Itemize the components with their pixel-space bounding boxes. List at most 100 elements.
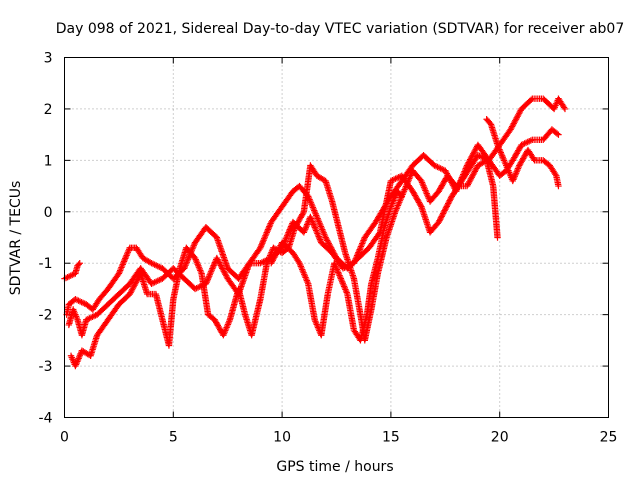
series-track-5: [268, 188, 405, 344]
data-point-run: [335, 225, 348, 255]
data-point-run: [383, 210, 398, 240]
data-point-run: [170, 266, 183, 301]
data-point: [398, 193, 405, 200]
data-point-run: [106, 292, 121, 307]
data-point-run: [198, 271, 212, 317]
data-point-run: [351, 277, 364, 317]
plot-frame: [64, 57, 609, 418]
data-point-run: [476, 158, 489, 168]
y-tick-label: -3: [39, 359, 53, 375]
data-point-run: [214, 235, 231, 271]
data-point-run: [220, 318, 233, 337]
data-point-run: [510, 163, 522, 183]
data-point-run: [257, 220, 274, 250]
data-point-run: [550, 127, 561, 137]
data-point: [561, 105, 569, 113]
data-point-run: [319, 240, 335, 255]
data-point-run: [556, 96, 568, 111]
grid: [64, 57, 609, 418]
data-point-run: [290, 251, 302, 265]
data-point-run: [432, 163, 447, 174]
data-point: [555, 182, 562, 190]
data-point-run: [410, 168, 424, 183]
data-point-run: [338, 276, 350, 296]
data-point-run: [269, 204, 285, 224]
data-point-run: [351, 235, 368, 265]
x-tick-label: 5: [169, 430, 178, 446]
data-point-run: [285, 225, 298, 250]
y-tick-label: -2: [39, 308, 53, 324]
data-point: [555, 131, 562, 138]
data-point-run: [344, 292, 357, 332]
data-point-run: [368, 256, 381, 286]
data-point: [435, 218, 442, 226]
data-point-run: [264, 246, 276, 265]
data-point-run: [427, 189, 441, 204]
data-point-run: [138, 266, 154, 286]
data-point-run: [464, 143, 481, 168]
data-point: [307, 213, 314, 221]
data-point-run: [395, 189, 404, 199]
data-point-run: [389, 173, 404, 184]
data-point-run: [75, 261, 82, 268]
x-tick-label: 25: [600, 430, 618, 446]
data-point-run: [366, 230, 383, 250]
x-tick-label: 0: [60, 430, 69, 446]
data-point-run: [257, 261, 270, 301]
data-point-run: [427, 220, 441, 235]
series-track-6: [483, 116, 562, 190]
data-point-run: [464, 163, 481, 188]
data-point-run: [357, 313, 370, 342]
data-point-run: [128, 244, 138, 251]
data-point-run: [116, 246, 133, 276]
data-point-run: [307, 215, 324, 245]
data-point-run: [70, 308, 81, 322]
data-point-run: [547, 163, 559, 178]
data-point-run: [501, 158, 511, 173]
data-point-run: [192, 256, 205, 276]
data-point-run: [510, 143, 524, 163]
data-point-run: [421, 153, 437, 168]
data-point-run: [329, 251, 346, 271]
data-point-run: [418, 179, 433, 204]
data-point-run: [525, 148, 537, 163]
data-point-run: [363, 282, 375, 317]
data-point-run: [149, 276, 165, 287]
data-point-run: [308, 163, 320, 178]
data-point-run: [165, 297, 177, 348]
data-point-run: [95, 302, 111, 317]
data-point-run: [97, 287, 111, 302]
chart-title: Day 098 of 2021, Sidereal Day-to-day VTE…: [56, 21, 625, 37]
data-point-run: [519, 96, 535, 111]
data-point-run: [214, 256, 231, 281]
data-point-run: [127, 266, 143, 286]
data-point-run: [300, 163, 314, 214]
data-point: [494, 234, 501, 241]
x-tick-label: 15: [382, 430, 400, 446]
data-point-run: [72, 348, 85, 368]
data-point: [257, 244, 264, 251]
data-point-run: [362, 220, 378, 240]
y-tick-label: 0: [44, 205, 53, 221]
y-tick-label: 1: [44, 153, 53, 169]
x-tick-label: 10: [273, 430, 291, 446]
data-point-run: [488, 122, 501, 147]
data-point-run: [516, 148, 531, 168]
data-point: [350, 260, 358, 267]
data-point: [115, 270, 123, 277]
data-point-run: [73, 296, 88, 307]
y-tick-label: -1: [39, 256, 53, 272]
data-point-run: [84, 312, 99, 323]
y-axis-label: SDTVAR / TECUs: [8, 181, 24, 296]
data-point-run: [541, 158, 552, 168]
data-point-run: [105, 271, 122, 291]
data-point-run: [484, 117, 494, 127]
data-point-run: [410, 189, 424, 209]
data-point-run: [153, 292, 166, 322]
data-point-run: [116, 281, 132, 297]
data-point-run: [381, 205, 394, 229]
data-point-run: [494, 143, 507, 163]
data-point: [76, 260, 83, 267]
data-point-run: [279, 189, 296, 209]
